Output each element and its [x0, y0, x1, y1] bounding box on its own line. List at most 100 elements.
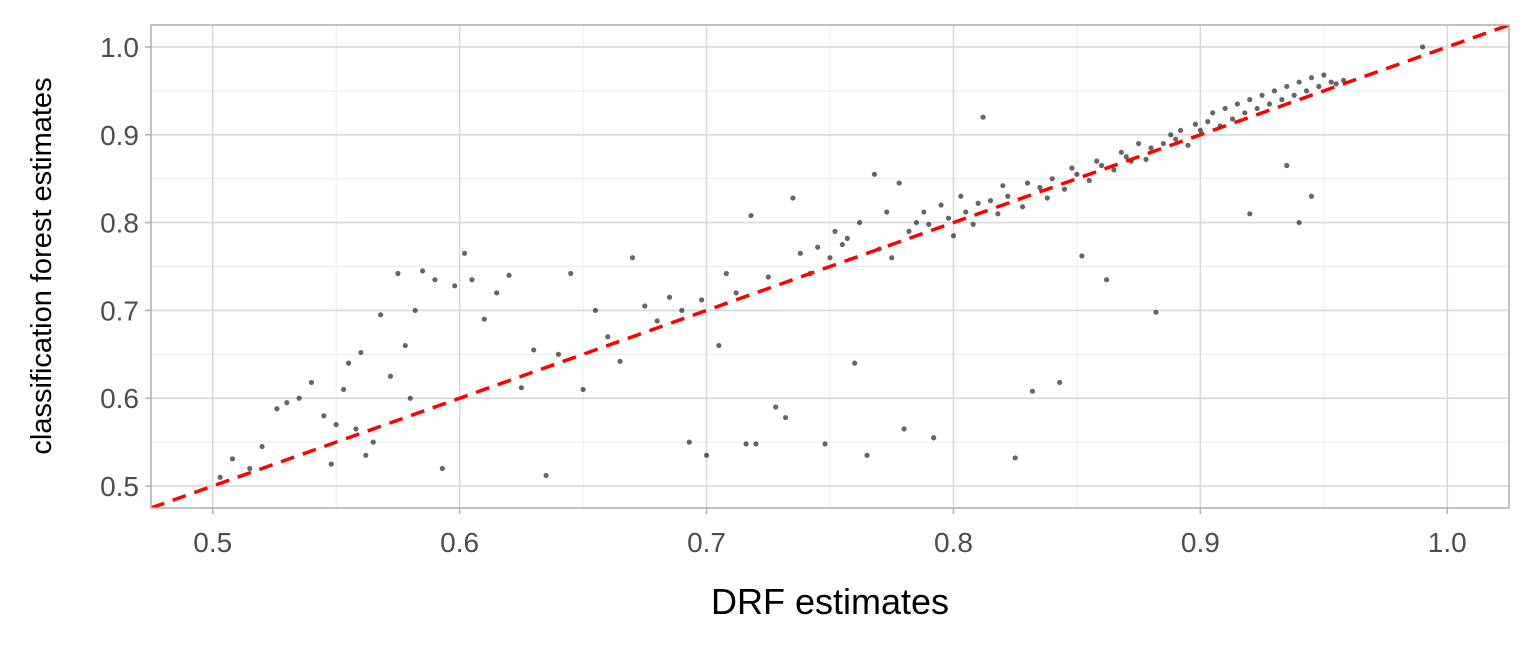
data-point [1086, 177, 1092, 184]
data-point [1419, 44, 1426, 50]
data-point [1143, 156, 1149, 162]
data-point [980, 114, 986, 120]
data-point [217, 474, 223, 480]
data-point [748, 212, 754, 219]
data-point [773, 404, 779, 410]
data-point [864, 452, 870, 458]
data-point [259, 443, 265, 450]
data-point [666, 294, 673, 300]
data-point [518, 385, 524, 391]
data-point [1094, 158, 1100, 164]
data-point [790, 195, 796, 201]
data-point [906, 228, 912, 234]
data-point [931, 435, 937, 441]
data-point [857, 219, 863, 226]
data-point [1012, 455, 1018, 461]
data-point [1284, 83, 1290, 90]
data-point [531, 347, 537, 353]
data-point [654, 318, 660, 324]
data-point [1049, 176, 1055, 182]
data-point [733, 290, 739, 296]
x-tick-label: 0.9 [1181, 527, 1220, 558]
data-point [987, 198, 994, 204]
data-point [629, 255, 636, 261]
data-point [412, 307, 418, 314]
data-point [642, 303, 648, 309]
data-point [407, 395, 413, 401]
data-point [1099, 162, 1105, 169]
data-point [839, 241, 845, 248]
data-point [884, 209, 890, 215]
data-point [592, 307, 599, 314]
data-point [229, 456, 236, 462]
y-axis-title: classification forest estimates [26, 77, 58, 454]
data-point [1044, 195, 1050, 201]
x-tick-label: 0.5 [193, 527, 232, 558]
data-point [1247, 211, 1253, 217]
y-tick-label: 0.5 [100, 471, 139, 502]
data-point [617, 358, 623, 364]
data-point [395, 270, 401, 277]
data-point [1266, 101, 1273, 107]
data-point [1168, 132, 1174, 138]
data-point [328, 461, 334, 467]
data-point [797, 250, 803, 256]
data-point [378, 312, 384, 318]
data-point [679, 307, 685, 314]
data-point [1000, 183, 1006, 189]
data-point [945, 215, 952, 221]
data-point [1296, 219, 1302, 226]
data-point [387, 373, 394, 379]
data-point [889, 255, 895, 261]
data-point [1029, 388, 1036, 394]
data-point [1303, 88, 1310, 94]
data-point [420, 268, 426, 274]
data-point [333, 421, 339, 428]
data-point [743, 441, 749, 447]
data-point [716, 342, 722, 349]
x-tick-label: 0.6 [440, 527, 479, 558]
data-point [723, 270, 729, 277]
data-point [481, 316, 487, 322]
data-point [921, 209, 927, 215]
data-point [1242, 110, 1248, 116]
data-point [580, 386, 586, 393]
data-point [1279, 97, 1285, 103]
data-point [1316, 83, 1322, 90]
data-point [765, 274, 771, 280]
x-tick-label: 0.8 [934, 527, 973, 558]
data-point [1103, 277, 1110, 283]
data-point [844, 235, 850, 241]
data-point [782, 414, 789, 421]
data-point [1197, 127, 1203, 133]
data-point [370, 439, 376, 445]
data-point [686, 439, 692, 445]
data-point [852, 360, 858, 366]
data-point [1205, 119, 1211, 125]
data-point [1185, 142, 1191, 148]
data-point [1291, 92, 1297, 98]
plot-panel-border [150, 24, 1510, 509]
data-point [1153, 309, 1159, 315]
data-point [950, 233, 957, 239]
data-point [703, 452, 710, 458]
data-point [469, 277, 475, 283]
data-point [1247, 97, 1253, 103]
data-point [896, 180, 902, 186]
y-tick-label: 0.7 [100, 295, 139, 326]
data-point [1259, 92, 1265, 98]
data-point [1057, 379, 1063, 386]
data-point [1271, 88, 1278, 94]
data-point [1321, 72, 1327, 78]
data-point [494, 290, 500, 296]
data-point [1160, 140, 1166, 147]
data-point [247, 465, 253, 472]
data-point [1136, 140, 1142, 147]
data-point [1037, 184, 1043, 191]
data-point [274, 406, 280, 412]
data-point [1333, 81, 1339, 87]
data-point [1123, 154, 1129, 160]
data-point [555, 351, 562, 357]
data-point [1069, 165, 1075, 171]
